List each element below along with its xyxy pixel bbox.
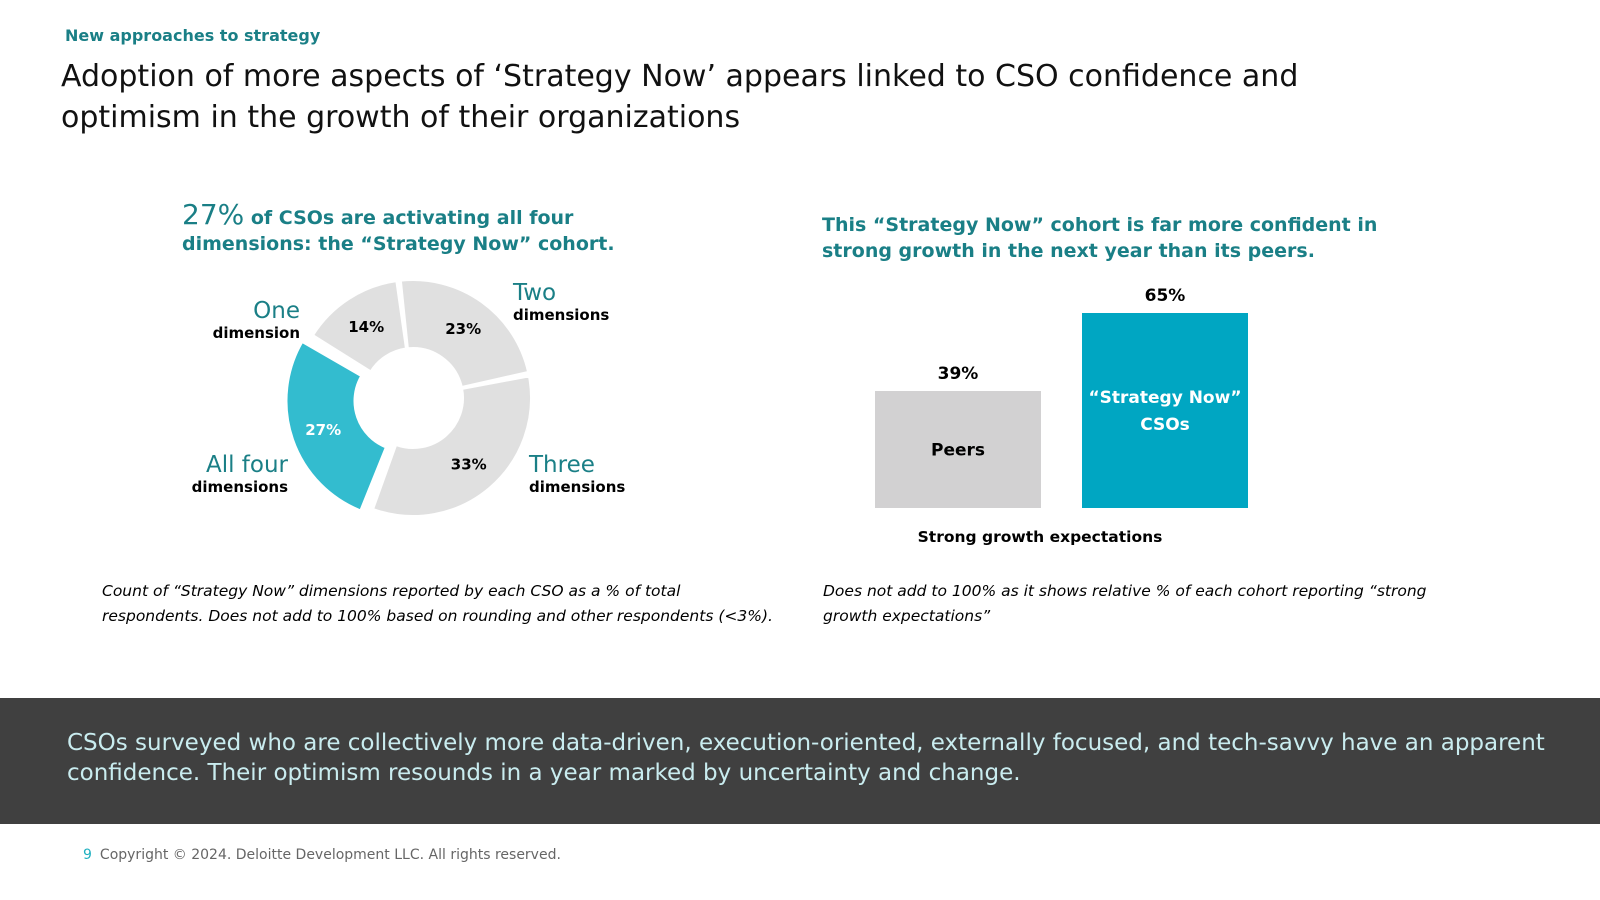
bar-axis-label: Strong growth expectations bbox=[918, 528, 1163, 546]
donut-value-label: 14% bbox=[348, 318, 384, 336]
copyright-text: Copyright © 2024. Deloitte Development L… bbox=[99, 847, 561, 863]
bar-lead-text: This “Strategy Now” cohort is far more c… bbox=[822, 214, 1378, 262]
donut-slice-three-dimensions bbox=[371, 375, 532, 517]
bar-value-label: 65% bbox=[1145, 286, 1186, 306]
bar-strategy-now-csos bbox=[1082, 313, 1248, 508]
bar-category-label: Peers bbox=[931, 441, 985, 461]
highlight-percent: 27% bbox=[182, 198, 245, 231]
segment-word: All four bbox=[205, 452, 288, 478]
bar-value-label: 39% bbox=[938, 364, 979, 384]
bar-footnote: Does not add to 100% as it shows relativ… bbox=[823, 582, 1427, 625]
donut-lead-text: 27% of CSOs are activating all four dime… bbox=[182, 201, 702, 257]
donut-chart: 23% 33% 27% 14% bbox=[285, 280, 532, 517]
footer: 9 Copyright © 2024. Deloitte Development … bbox=[83, 847, 561, 863]
donut-footnote: Count of “Strategy Now” dimensions repor… bbox=[102, 582, 773, 625]
page-number: 9 bbox=[83, 847, 92, 863]
bar-peers bbox=[875, 391, 1041, 508]
summary-band bbox=[0, 698, 1600, 824]
donut-slice-all-four-dimensions bbox=[285, 340, 388, 512]
bar-category-label: “Strategy Now” CSOs bbox=[1088, 388, 1241, 435]
donut-slice-one-dimension bbox=[311, 280, 408, 373]
donut-value-label: 27% bbox=[305, 421, 341, 439]
segment-sub: dimensions bbox=[191, 478, 288, 496]
segment-sub: dimension bbox=[212, 324, 300, 342]
donut-lead-sentence: of CSOs are activating all four dimensio… bbox=[182, 207, 615, 255]
section-kicker: New approaches to strategy bbox=[65, 26, 321, 45]
segment-word: Two bbox=[513, 280, 557, 306]
donut-slice-two-dimensions bbox=[399, 280, 530, 389]
donut-value-label: 23% bbox=[445, 320, 481, 338]
segment-label-one: One dimension bbox=[180, 298, 300, 342]
segment-sub: dimensions bbox=[513, 306, 610, 324]
segment-word: Three bbox=[529, 452, 595, 478]
page-title: Adoption of more aspects of ‘Strategy No… bbox=[61, 59, 1299, 135]
segment-label-three: Three dimensions bbox=[529, 452, 669, 496]
donut-value-label: 33% bbox=[451, 455, 487, 473]
segment-label-all-four: All four dimensions bbox=[150, 452, 288, 496]
segment-sub: dimensions bbox=[529, 478, 626, 496]
segment-word: One bbox=[253, 298, 300, 324]
summary-text: CSOs surveyed who are collectively more … bbox=[67, 730, 1545, 786]
bar-chart: 39% Peers 65% “Strategy Now” CSOs Strong grow… bbox=[875, 286, 1248, 546]
segment-label-two: Two dimensions bbox=[513, 280, 653, 324]
